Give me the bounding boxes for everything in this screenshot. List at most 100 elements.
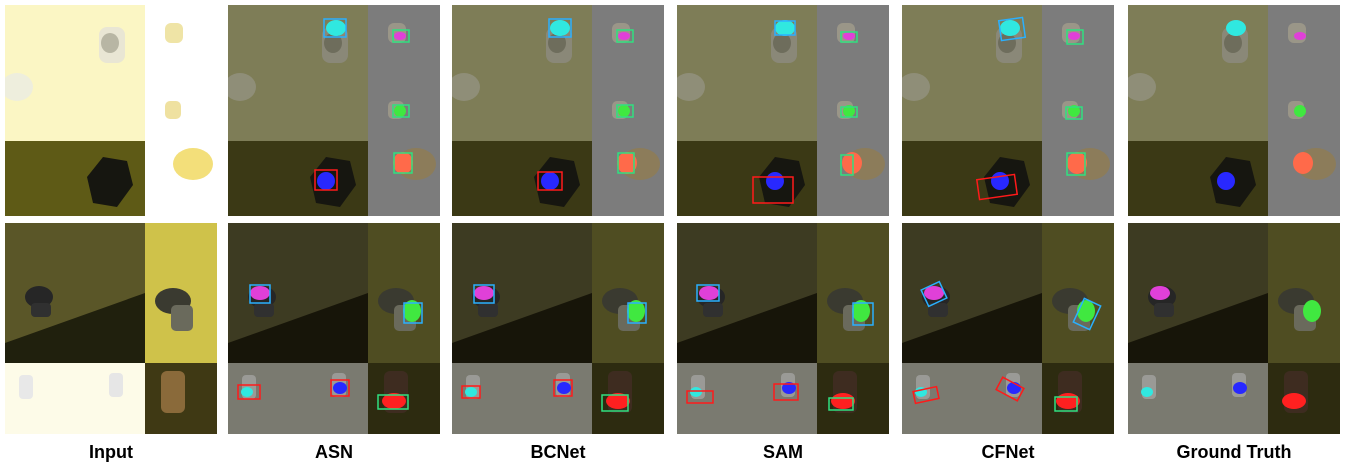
mask-red xyxy=(606,393,630,409)
bounding-box xyxy=(995,376,1025,402)
mask-blue xyxy=(1217,172,1235,190)
mask-blue xyxy=(1233,382,1247,394)
mask-magenta xyxy=(924,286,944,300)
bolt-shaft-left xyxy=(703,303,723,317)
nut-hole xyxy=(101,33,119,53)
bright-metal-region xyxy=(228,5,368,141)
bounding-box xyxy=(840,31,858,43)
round-hole xyxy=(902,73,930,101)
plate-shadow xyxy=(452,293,592,363)
bounding-box xyxy=(1066,152,1086,176)
hex-bolt xyxy=(87,157,133,207)
mask-magenta xyxy=(250,286,270,300)
bright-metal-region xyxy=(902,5,1042,141)
bounding-box xyxy=(617,152,635,174)
image-panel-bot xyxy=(452,223,664,434)
mask-green xyxy=(1068,105,1080,117)
mask-orange xyxy=(617,152,637,174)
bounding-box xyxy=(686,390,714,404)
nut-hole xyxy=(548,33,566,53)
mask-cyan xyxy=(1141,387,1153,397)
bolt-thread-right xyxy=(171,305,193,331)
bounding-box xyxy=(537,171,563,191)
small-nut-2 xyxy=(165,101,181,119)
bounding-box xyxy=(912,385,940,405)
column-sam: SAM xyxy=(677,0,889,466)
bounding-box xyxy=(403,302,423,324)
mask-green xyxy=(618,105,630,117)
mask-blue xyxy=(766,172,784,190)
bounding-box xyxy=(548,18,572,38)
image-panel-top xyxy=(1128,5,1340,216)
mask-magenta xyxy=(1294,32,1306,40)
mask-cyan xyxy=(775,20,795,36)
image-panel-bot xyxy=(677,223,889,434)
bounding-box xyxy=(627,302,647,324)
mask-cyan xyxy=(1226,20,1246,36)
mask-orange xyxy=(1293,152,1313,174)
mask-green xyxy=(394,105,406,117)
image-panel-top xyxy=(452,5,664,216)
bounding-box xyxy=(616,104,634,118)
column-caption: SAM xyxy=(763,442,803,462)
image-panel-bot xyxy=(902,223,1114,434)
bright-metal-region xyxy=(5,5,145,141)
bounding-box xyxy=(553,379,573,397)
bounding-box xyxy=(330,379,350,397)
bounding-box xyxy=(393,152,413,174)
bounding-box xyxy=(392,104,410,118)
mask-blue xyxy=(317,172,335,190)
column-caption: ASN xyxy=(314,442,353,462)
plate-shadow xyxy=(677,293,817,363)
image-panel-top xyxy=(5,5,217,216)
mask-green xyxy=(1303,300,1321,322)
bounding-box xyxy=(920,280,948,308)
mask-magenta xyxy=(618,32,630,40)
image-panel-bot xyxy=(228,223,440,434)
bounding-box xyxy=(314,169,338,191)
image-panel-top xyxy=(228,5,440,216)
bounding-box xyxy=(616,29,634,43)
mask-green xyxy=(843,105,855,117)
bounding-box xyxy=(473,284,495,304)
nut-hole xyxy=(998,33,1016,53)
image-panel-bot xyxy=(5,223,217,434)
bolt-shaft-left xyxy=(478,303,498,317)
bounding-box xyxy=(601,394,629,412)
mask-cyan xyxy=(550,20,570,36)
column-ground-truth: Ground Truth xyxy=(1128,0,1340,466)
mask-blue xyxy=(541,172,559,190)
column-asn: ASN xyxy=(228,0,440,466)
bolt-shaft-left xyxy=(254,303,274,317)
mask-green xyxy=(852,300,870,322)
bounding-box xyxy=(377,394,409,410)
column-bcnet: BCNet xyxy=(452,0,664,466)
column-cfnet: CFNet xyxy=(902,0,1114,466)
mask-cyan xyxy=(241,387,253,397)
image-panel-top xyxy=(902,5,1114,216)
bounding-box xyxy=(752,176,794,204)
column-caption: Ground Truth xyxy=(1176,442,1292,462)
round-hole xyxy=(228,73,256,101)
mask-cyan xyxy=(690,387,702,397)
mask-green xyxy=(1077,300,1095,322)
bright-metal-region xyxy=(677,5,817,141)
bounding-box xyxy=(323,18,347,38)
bounding-box xyxy=(1066,29,1084,45)
bounding-box xyxy=(237,384,261,400)
bounding-box xyxy=(249,284,271,304)
nut-hole xyxy=(773,33,791,53)
bounding-box xyxy=(975,173,1019,201)
mask-cyan xyxy=(1000,20,1020,36)
mask-magenta xyxy=(474,286,494,300)
dark-bolt xyxy=(161,371,185,413)
mask-orange xyxy=(1067,152,1087,174)
mask-magenta xyxy=(1150,286,1170,300)
bolt-shaft-left xyxy=(31,303,51,317)
mask-magenta xyxy=(394,32,406,40)
image-panel-bot xyxy=(1128,223,1340,434)
bounding-box xyxy=(997,16,1027,42)
bright-metal-region xyxy=(1128,5,1268,141)
nut-hole xyxy=(1224,33,1242,53)
column-caption: Input xyxy=(89,442,133,462)
